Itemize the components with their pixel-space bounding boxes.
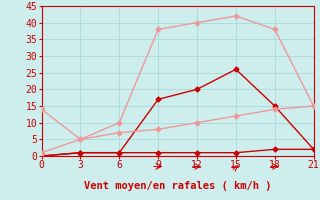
X-axis label: Vent moyen/en rafales ( km/h ): Vent moyen/en rafales ( km/h ) — [84, 181, 271, 191]
